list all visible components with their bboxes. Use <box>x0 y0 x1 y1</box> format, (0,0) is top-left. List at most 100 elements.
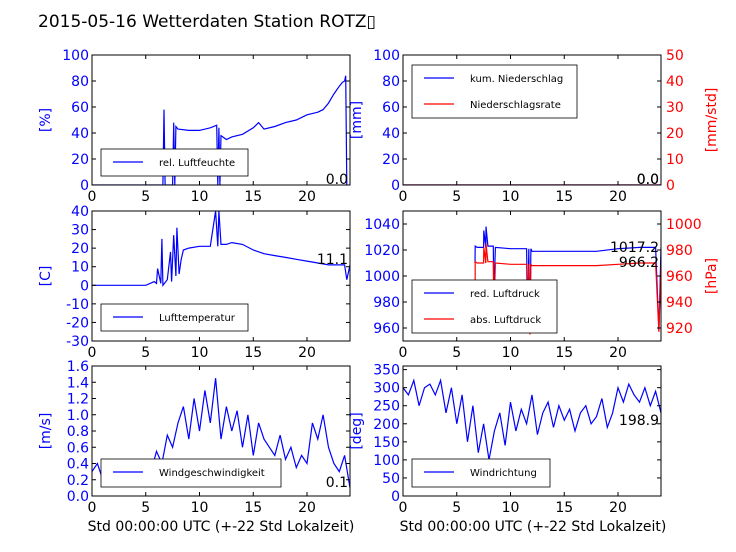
y-axis-label: [mm] <box>349 101 365 139</box>
y-tick-label: 0.8 <box>67 424 89 440</box>
x-tick-label: 20 <box>609 500 627 516</box>
y2-tick-label: 940 <box>666 295 693 311</box>
y-axis-label: [C] <box>38 266 54 287</box>
x-tick-label: 15 <box>555 500 573 516</box>
y-tick-label: 1000 <box>364 269 400 285</box>
y-tick-label: 50 <box>382 471 400 487</box>
y-tick-label: 1.4 <box>67 375 89 391</box>
y-axis-label: [deg] <box>349 412 365 449</box>
legend-label: red. Luftdruck <box>470 289 540 300</box>
x-tick-label: 0 <box>88 189 97 205</box>
x-tick-label: 10 <box>191 500 209 516</box>
y-axis-label: [%] <box>38 108 54 132</box>
panel-pressure: 0 5 10 15 20 960 980 1000 1020 1040 920 940 960 980 10… <box>364 210 720 361</box>
panel-temperature: 0 5 10 15 20 -30 -20 -10 0 10 20 30 40 [C] Lufttempera… <box>38 204 351 361</box>
legend-label: abs. Luftdruck <box>470 315 541 326</box>
x-tick-label: 15 <box>244 500 262 516</box>
panel-humidity: 0 5 10 15 20 0 20 40 60 80 100 [%] rel. Luftfeuchte 0… <box>38 48 351 205</box>
x-tick-label: 10 <box>191 189 209 205</box>
series-line-0 <box>92 75 348 185</box>
y-tick-label: 0 <box>391 489 400 505</box>
y-tick-label: 100 <box>62 48 89 64</box>
value-label: 0.1 <box>326 475 348 491</box>
x-tick-label: 20 <box>298 500 316 516</box>
x-axis-label-right: Std 00:00:00 UTC (+-22 Std Lokalzeit) <box>400 519 667 535</box>
x-tick-label: 5 <box>452 189 461 205</box>
y2-tick-label: 20 <box>666 126 684 142</box>
legend-label: kum. Niederschlag <box>470 74 563 85</box>
y-tick-label: 0 <box>80 278 89 294</box>
y-tick-label: 1.6 <box>67 359 89 375</box>
y-tick-label: 1020 <box>364 243 400 259</box>
y-tick-label: 80 <box>71 74 89 90</box>
x-tick-label: 10 <box>191 345 209 361</box>
y-tick-label: 300 <box>373 381 400 397</box>
y-tick-label: 30 <box>71 223 89 239</box>
x-tick-label: 5 <box>452 345 461 361</box>
legend-box <box>100 458 282 488</box>
y-tick-label: 200 <box>373 417 400 433</box>
y-tick-label: 100 <box>373 453 400 469</box>
y2-axis-label: [mm/std] <box>704 88 720 153</box>
axes-frame <box>91 210 351 342</box>
x-tick-label: 0 <box>399 345 408 361</box>
y2-tick-label: 0 <box>666 178 675 194</box>
y-tick-label: 80 <box>382 74 400 90</box>
y-tick-label: 150 <box>373 435 400 451</box>
x-tick-label: 0 <box>399 189 408 205</box>
series-line-0 <box>403 378 661 461</box>
x-tick-label: 10 <box>502 500 520 516</box>
x-tick-label: 20 <box>298 189 316 205</box>
y2-tick-label: 10 <box>666 152 684 168</box>
value-label: 1017.2 <box>610 240 659 256</box>
y2-tick-label: 920 <box>666 321 693 337</box>
value-label: 966.2 <box>619 255 659 271</box>
x-tick-label: 15 <box>555 345 573 361</box>
y-tick-label: -10 <box>66 297 89 313</box>
y-tick-label: -20 <box>66 315 89 331</box>
value-label: 0.0 <box>637 172 659 188</box>
y2-tick-label: 30 <box>666 100 684 116</box>
y-axis-label: [m/s] <box>38 413 54 450</box>
x-tick-label: 20 <box>298 345 316 361</box>
y-tick-label: 60 <box>382 100 400 116</box>
y2-tick-label: 960 <box>666 269 693 285</box>
y-tick-label: 1040 <box>364 217 400 233</box>
y-tick-label: 960 <box>373 321 400 337</box>
y-tick-label: 0 <box>80 178 89 194</box>
x-tick-label: 0 <box>88 345 97 361</box>
y-tick-label: 1.0 <box>67 408 89 424</box>
y-tick-label: 10 <box>71 260 89 276</box>
axes-frame <box>402 365 662 497</box>
x-tick-label: 15 <box>244 345 262 361</box>
y-tick-label: 40 <box>71 126 89 142</box>
y-tick-label: 250 <box>373 399 400 415</box>
axes-frame <box>91 54 351 186</box>
y2-tick-label: 50 <box>666 48 684 64</box>
legend-label: Lufttemperatur <box>159 313 236 324</box>
x-tick-label: 5 <box>141 189 150 205</box>
panel-wind-direction: 0 5 10 15 20050100150200250300350[deg]Windri… <box>349 363 662 516</box>
y-tick-label: 0.2 <box>67 473 89 489</box>
y2-tick-label: 980 <box>666 243 693 259</box>
legend-label: Windgeschwindigkeit <box>159 468 265 479</box>
y2-tick-label: 40 <box>666 74 684 90</box>
y2-axis-label: [hPa] <box>704 258 720 294</box>
legend-label: Niederschlagsrate <box>470 100 561 111</box>
y-tick-label: 0.6 <box>67 440 89 456</box>
y-tick-label: -30 <box>66 334 89 350</box>
legend-box <box>411 64 578 119</box>
y-tick-label: 20 <box>71 152 89 168</box>
y-tick-label: 60 <box>71 100 89 116</box>
x-tick-label: 5 <box>141 345 150 361</box>
y-tick-label: 100 <box>373 48 400 64</box>
y-tick-label: 20 <box>382 152 400 168</box>
x-tick-label: 10 <box>502 189 520 205</box>
axes-frame <box>402 54 662 186</box>
y-tick-label: 1.2 <box>67 392 89 408</box>
legend-label: rel. Luftfeuchte <box>159 158 235 169</box>
x-tick-label: 10 <box>502 345 520 361</box>
figure-title: 2015-05-16 Wetterdaten Station ROTZ▯ <box>38 12 376 32</box>
y-tick-label: 20 <box>71 241 89 257</box>
